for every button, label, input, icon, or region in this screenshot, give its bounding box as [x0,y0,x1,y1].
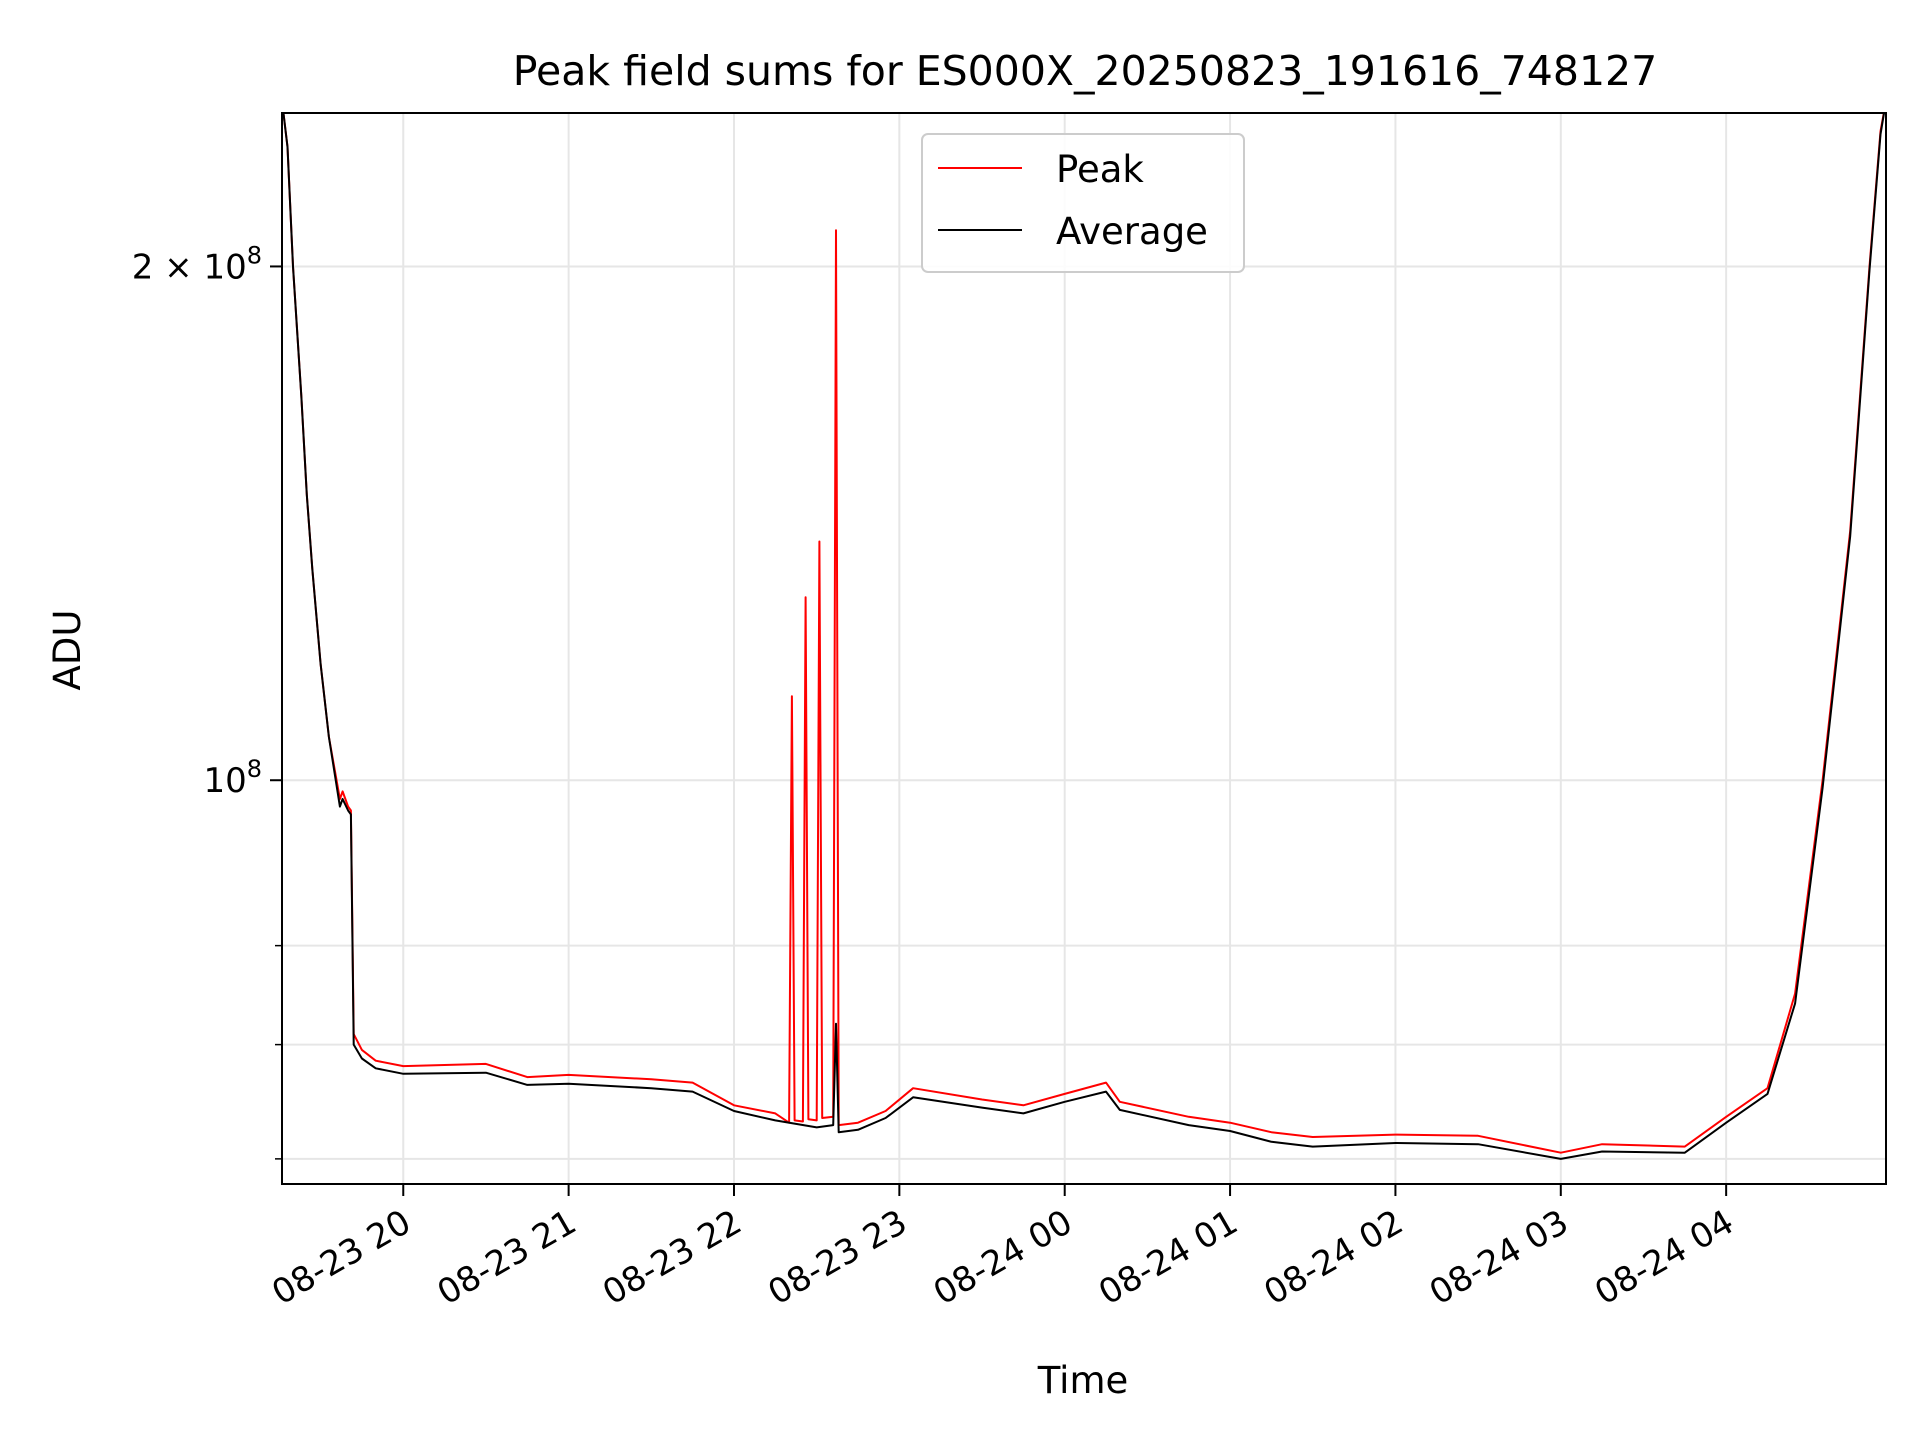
y-axis: 108 2 × 108 [132,241,282,1160]
chart-title: Peak field sums for ES000X_20250823_1916… [513,47,1657,95]
x-axis-label: Time [1037,1359,1129,1402]
series-line-peak [282,113,1885,1154]
legend-label-average: Average [1056,210,1208,253]
legend-label-peak: Peak [1056,148,1144,191]
y-axis-label: ADU [46,610,89,691]
y-tick-label: 108 [203,755,262,801]
series-line-average [282,113,1886,1160]
series-group [282,113,1886,1160]
legend: Peak Average [921,133,1245,273]
y-tick-label: 2 × 108 [132,241,262,287]
plot-frame [281,112,1887,1185]
